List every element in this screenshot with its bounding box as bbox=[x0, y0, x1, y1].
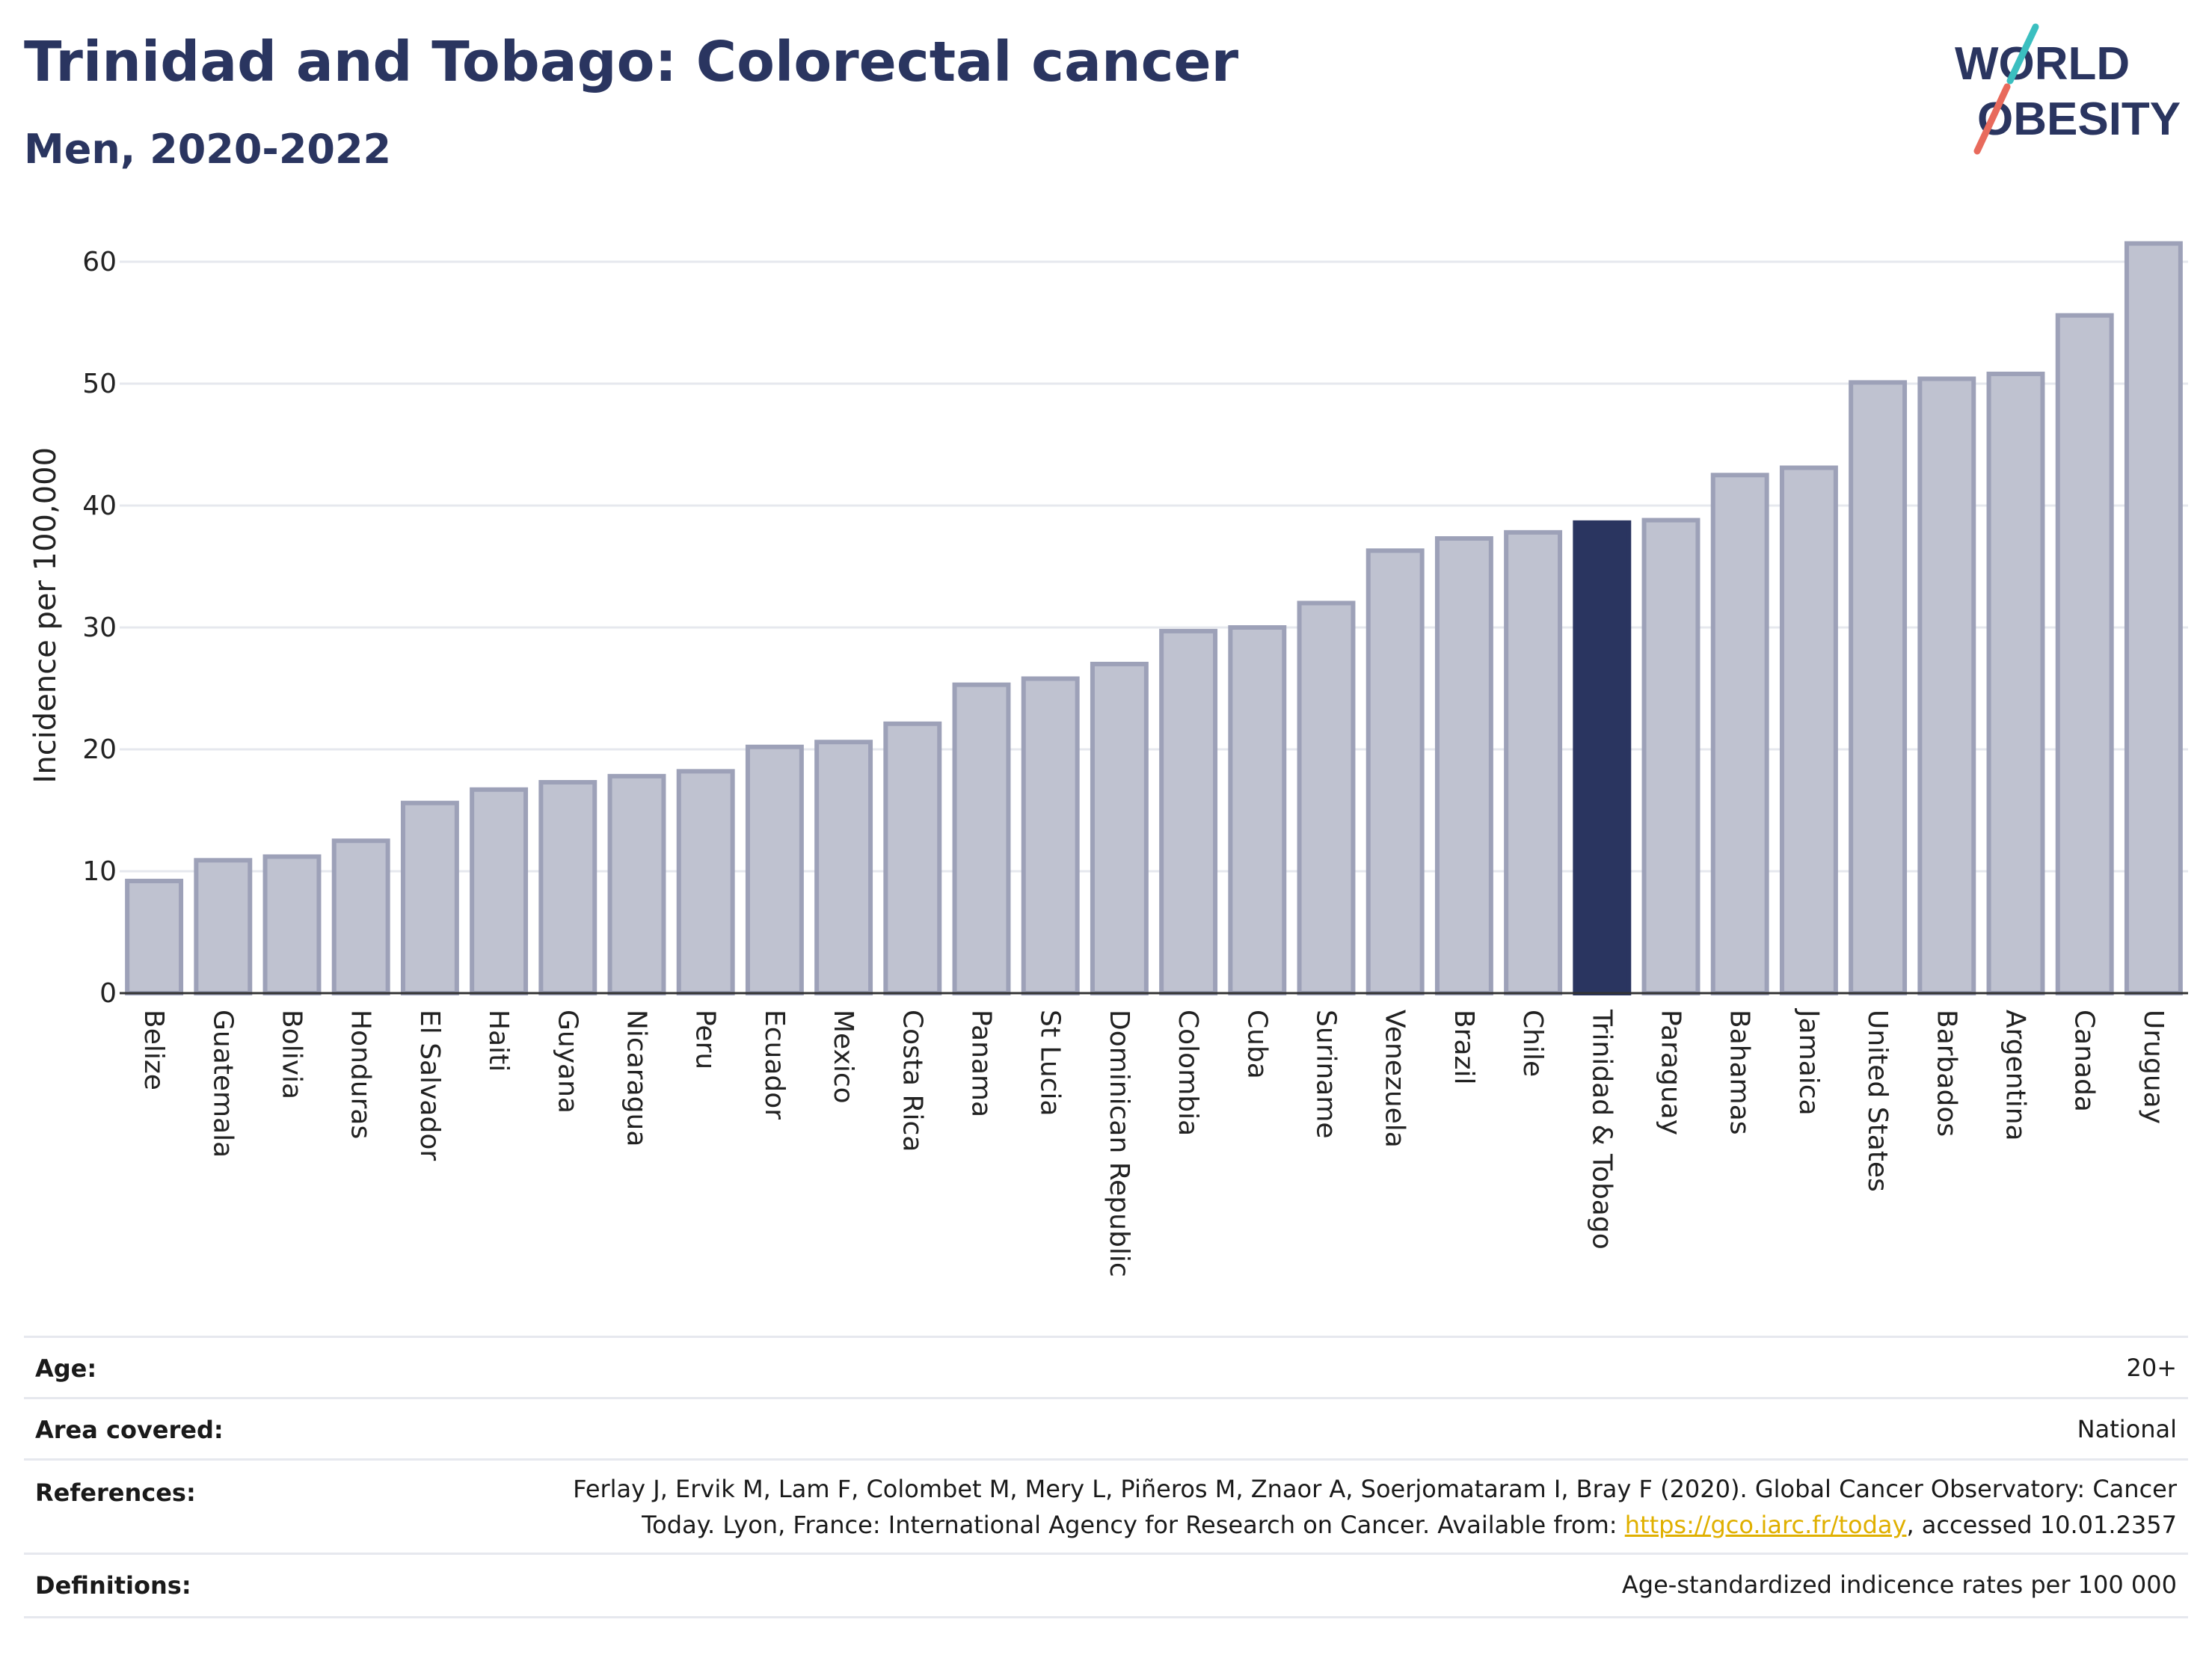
x-axis-ticks: Belize Guatemala Bolivia Honduras El Salvado… bbox=[138, 1008, 2169, 1277]
bar-ecuador bbox=[745, 744, 804, 995]
area-label: Area covered: bbox=[35, 1416, 224, 1444]
logo-line2: OBESITY bbox=[1977, 93, 2181, 145]
definitions-value: Age-standardized indicence rates per 100… bbox=[1621, 1570, 2177, 1599]
x-tick-label: Suriname bbox=[1311, 1010, 1342, 1139]
bar-peru bbox=[676, 769, 735, 995]
x-tick-label: Dominican Republic bbox=[1104, 1010, 1134, 1277]
bar-costa-rica bbox=[883, 721, 942, 996]
bar-st-lucia bbox=[1021, 676, 1080, 996]
x-tick-label: Haiti bbox=[483, 1010, 514, 1072]
x-tick-label: Guyana bbox=[552, 1010, 583, 1114]
x-tick-label: Bahamas bbox=[1724, 1010, 1755, 1135]
x-tick-label: Guatemala bbox=[207, 1010, 238, 1158]
bar-barbados bbox=[1917, 376, 1976, 996]
bar-guatemala bbox=[194, 858, 253, 995]
meta-row-references: References: Ferlay J, Ervik M, Lam F, Co… bbox=[24, 1458, 2188, 1555]
bar-canada bbox=[2055, 313, 2114, 996]
bar-el-salvador bbox=[400, 800, 459, 995]
references-line2: Today. Lyon, France: International Agenc… bbox=[573, 1507, 2177, 1543]
y-tick-label: 50 bbox=[82, 369, 117, 399]
x-tick-label: Colombia bbox=[1173, 1010, 1203, 1136]
x-tick-label: Ecuador bbox=[759, 1010, 790, 1120]
x-tick-label: Bolivia bbox=[277, 1010, 307, 1099]
bar-belize bbox=[125, 879, 184, 996]
references-line1: Ferlay J, Ervik M, Lam F, Colombet M, Me… bbox=[573, 1475, 2177, 1503]
bar-bahamas bbox=[1710, 473, 1769, 995]
world-obesity-logo: WORLD OBESITY bbox=[1955, 23, 2181, 155]
bar-guyana bbox=[538, 780, 597, 995]
bar-uruguay bbox=[2124, 241, 2183, 995]
x-tick-label: Venezuela bbox=[1380, 1010, 1410, 1148]
x-tick-label: El Salvador bbox=[414, 1010, 445, 1161]
bar-chile bbox=[1504, 529, 1563, 995]
chart-subtitle: Men, 2020-2022 bbox=[24, 126, 392, 173]
x-tick-label: Jamaica bbox=[1793, 1008, 1824, 1116]
bar-paraguay bbox=[1641, 518, 1701, 995]
references-line2-post: , accessed 10.01.2357 bbox=[1906, 1511, 2177, 1539]
x-tick-label: Chile bbox=[1517, 1010, 1548, 1077]
references-label: References: bbox=[35, 1479, 196, 1507]
meta-row-area: Area covered: National bbox=[24, 1397, 2188, 1461]
y-tick-label: 20 bbox=[82, 734, 117, 765]
bar-chart: 0 10 20 30 40 50 60 Belize Guatemala Bolivia Hond… bbox=[28, 241, 2188, 1277]
bar-suriname bbox=[1297, 601, 1356, 995]
logo-line1: WORLD bbox=[1955, 38, 2130, 90]
y-tick-label: 60 bbox=[82, 247, 117, 277]
x-tick-label: Honduras bbox=[345, 1010, 376, 1139]
bar-mexico bbox=[814, 740, 873, 995]
x-tick-label: Canada bbox=[2069, 1010, 2100, 1112]
area-value: National bbox=[2077, 1415, 2177, 1443]
x-tick-label: Cuba bbox=[1241, 1010, 1272, 1079]
bar-venezuela bbox=[1365, 548, 1425, 995]
bar-trinidad-tobago bbox=[1573, 520, 1632, 995]
bars bbox=[125, 241, 2183, 996]
logo-slash-top bbox=[2006, 23, 2039, 85]
bar-united-states bbox=[1849, 380, 1908, 995]
bar-haiti bbox=[470, 787, 529, 996]
x-tick-label: Nicaragua bbox=[621, 1010, 652, 1146]
y-tick-label: 10 bbox=[82, 856, 117, 887]
grid-lines bbox=[120, 260, 2188, 873]
bar-cuba bbox=[1228, 625, 1287, 995]
y-axis-label: Incidence per 100,000 bbox=[28, 447, 63, 783]
meta-row-age: Age: 20+ bbox=[24, 1336, 2188, 1399]
x-tick-label: Mexico bbox=[828, 1010, 858, 1104]
y-tick-label: 40 bbox=[82, 491, 117, 521]
x-tick-label: Brazil bbox=[1448, 1010, 1479, 1084]
x-tick-label: United States bbox=[1862, 1010, 1893, 1192]
bar-colombia bbox=[1159, 628, 1218, 995]
bar-brazil bbox=[1434, 536, 1493, 995]
x-tick-label: Uruguay bbox=[2138, 1010, 2169, 1124]
bar-nicaragua bbox=[607, 773, 666, 995]
bar-jamaica bbox=[1779, 465, 1838, 995]
x-tick-label: Costa Rica bbox=[897, 1010, 927, 1152]
x-tick-label: Barbados bbox=[1931, 1010, 1961, 1137]
x-tick-label: Trinidad & Tobago bbox=[1586, 1009, 1617, 1250]
x-tick-label: Belize bbox=[138, 1010, 169, 1090]
age-label: Age: bbox=[35, 1354, 97, 1383]
bar-panama bbox=[952, 682, 1011, 995]
x-tick-label: Panama bbox=[966, 1010, 997, 1117]
age-value: 20+ bbox=[2126, 1354, 2177, 1382]
x-tick-label: St Lucia bbox=[1035, 1010, 1066, 1117]
definitions-label: Definitions: bbox=[35, 1571, 191, 1600]
bar-argentina bbox=[1986, 371, 2045, 995]
y-tick-label: 30 bbox=[82, 612, 117, 643]
references-link[interactable]: https://gco.iarc.fr/today bbox=[1624, 1511, 1907, 1539]
x-tick-label: Peru bbox=[690, 1010, 721, 1069]
references-line2-pre: Today. Lyon, France: International Agenc… bbox=[642, 1511, 1625, 1539]
logo-slash-bottom bbox=[1973, 83, 2011, 155]
bar-honduras bbox=[331, 838, 390, 995]
bar-bolivia bbox=[262, 854, 322, 995]
bar-dominican-republic bbox=[1090, 661, 1149, 996]
x-tick-label: Argentina bbox=[2000, 1010, 2031, 1141]
y-tick-label: 0 bbox=[99, 978, 117, 1009]
y-axis-ticks: 0 10 20 30 40 50 60 bbox=[82, 247, 117, 1009]
x-tick-label: Paraguay bbox=[1656, 1010, 1686, 1135]
meta-row-definitions: Definitions: Age-standardized indicence … bbox=[24, 1553, 2188, 1618]
references-value: Ferlay J, Ervik M, Lam F, Colombet M, Me… bbox=[573, 1471, 2177, 1543]
chart-title: Trinidad and Tobago: Colorectal cancer bbox=[24, 30, 1239, 94]
